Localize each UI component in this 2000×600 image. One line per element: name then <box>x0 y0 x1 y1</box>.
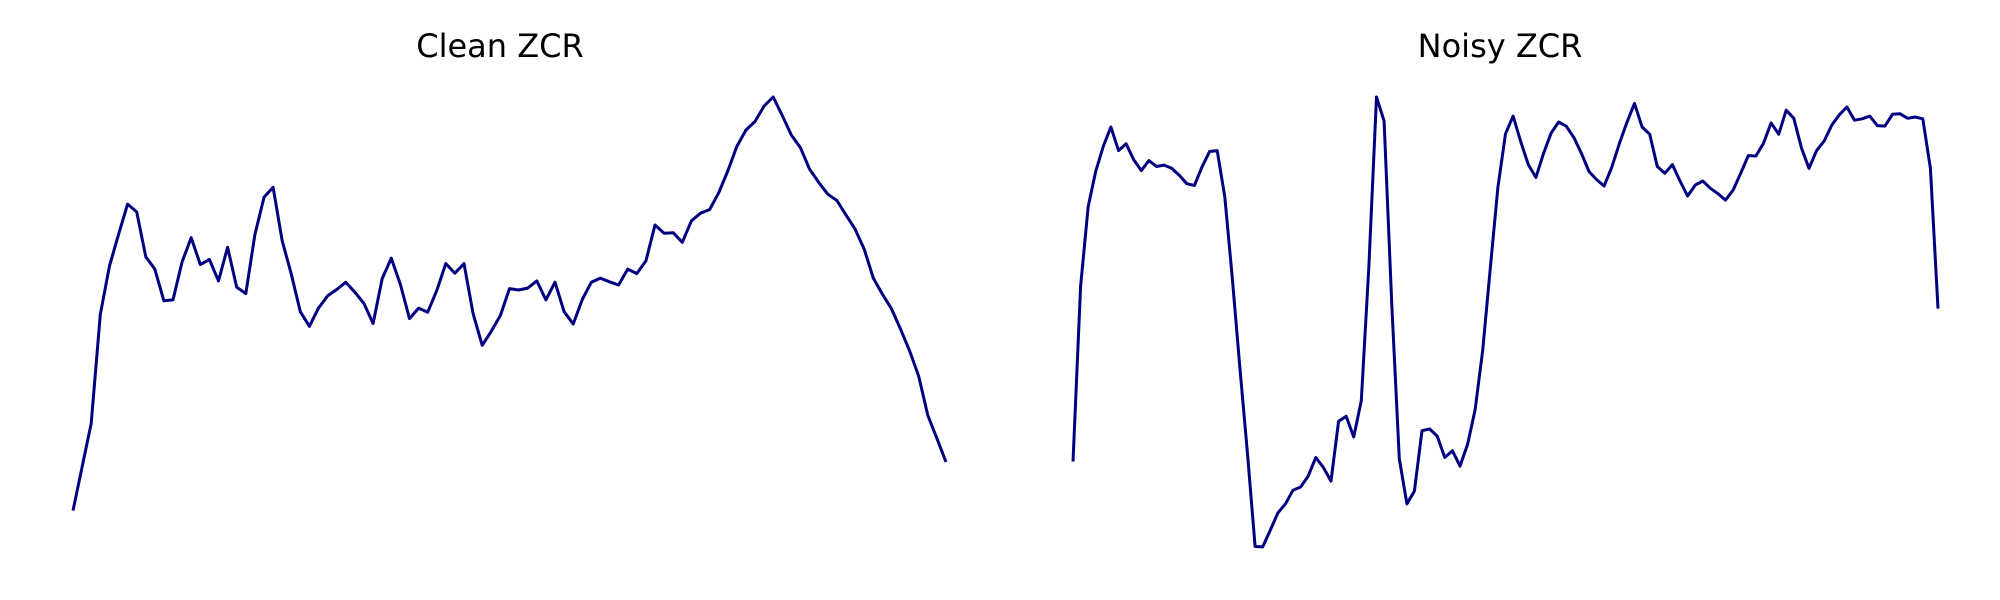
noisy-zcr-panel: Noisy ZCR <box>1000 0 2000 600</box>
clean-zcr-plot <box>71 95 948 511</box>
clean-zcr-panel: Clean ZCR <box>71 27 948 511</box>
clean-zcr-title: Clean ZCR <box>416 27 584 65</box>
noisy-zcr-series-line <box>1071 95 1940 549</box>
clean-zcr-series-line <box>71 95 948 511</box>
noisy-zcr-title: Noisy ZCR <box>1417 27 1583 65</box>
noisy-zcr-plot <box>1071 95 1940 549</box>
